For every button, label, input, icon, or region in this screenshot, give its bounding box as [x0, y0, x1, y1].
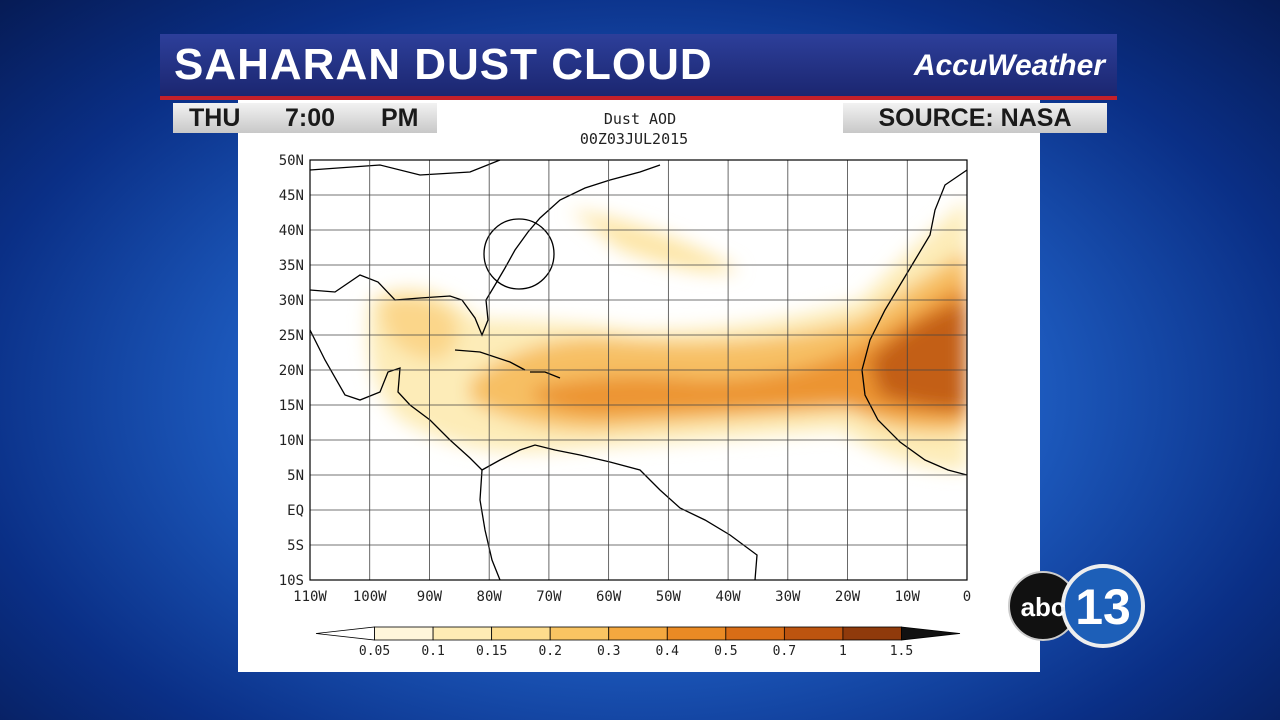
- colorbar-segment: [842, 626, 902, 641]
- lon-label: 60W: [596, 589, 622, 605]
- colorbar-label: 0.5: [714, 644, 737, 659]
- lon-label: 0: [963, 589, 971, 605]
- colorbar-label: 0.7: [773, 644, 796, 659]
- lat-label: 50N: [279, 153, 304, 169]
- lon-label: 30W: [775, 589, 801, 605]
- colorbar-label: 0.3: [597, 644, 620, 659]
- lat-label: 10S: [279, 573, 304, 589]
- colorbar-segment: [608, 626, 668, 641]
- map-timestamp: 00Z03JUL2015: [580, 130, 688, 148]
- channel: 13: [1075, 579, 1131, 635]
- network: abc: [1021, 592, 1066, 622]
- day: THU: [189, 104, 241, 132]
- lon-label: 80W: [477, 589, 503, 605]
- source: SOURCE: NASA: [878, 104, 1072, 132]
- colorbar-segment: [374, 626, 434, 641]
- lat-label: 5N: [287, 468, 304, 484]
- lat-label: EQ: [287, 503, 304, 519]
- colorbar-segment: [432, 626, 493, 641]
- brand: AccuWeather: [913, 49, 1105, 82]
- colorbar-segment: [783, 626, 844, 641]
- lon-label: 10W: [895, 589, 921, 605]
- colorbar-label: 1.5: [890, 644, 913, 659]
- colorbar-segment: [666, 626, 727, 641]
- lon-label: 50W: [656, 589, 682, 605]
- lat-label: 20N: [279, 363, 304, 379]
- colorbar-segment: [491, 626, 551, 641]
- lat-label: 30N: [279, 293, 304, 309]
- time-box: THU 7:00 PM: [173, 103, 437, 133]
- banner-title: SAHARAN DUST CLOUD: [174, 40, 713, 89]
- lat-label: 10N: [279, 433, 304, 449]
- colorbar-label: 0.4: [656, 644, 680, 659]
- colorbar-end: [315, 626, 375, 641]
- colorbar-label: 0.15: [476, 644, 507, 659]
- lat-label: 5S: [287, 538, 304, 554]
- map-frame: [309, 159, 968, 581]
- colorbar-label: 0.1: [421, 644, 444, 659]
- station-logo: abc 13: [1008, 564, 1145, 648]
- lon-label: 110W: [293, 589, 327, 605]
- colorbar: 0.05 0.1 0.15 0.2 0.3 0.4 0.5 0.7 1 1.5: [315, 626, 961, 659]
- meridiem: PM: [381, 104, 419, 132]
- lat-label: 25N: [279, 328, 304, 344]
- colorbar-segment: [549, 626, 610, 641]
- source-box: SOURCE: NASA: [843, 103, 1107, 133]
- coastlines: [310, 160, 967, 580]
- colorbar-label: 1: [839, 644, 847, 659]
- lat-label: 15N: [279, 398, 304, 414]
- lat-label: 45N: [279, 188, 304, 204]
- lon-label: 90W: [417, 589, 443, 605]
- lon-label: 100W: [353, 589, 387, 605]
- time: 7:00: [285, 104, 336, 132]
- colorbar-label: 0.2: [538, 644, 561, 659]
- lon-label: 40W: [715, 589, 741, 605]
- colorbar-label: 0.05: [359, 644, 390, 659]
- banner: SAHARAN DUST CLOUD AccuWeather: [160, 34, 1117, 100]
- lon-label: 70W: [536, 589, 562, 605]
- lat-label: 35N: [279, 258, 304, 274]
- map-title: Dust AOD: [604, 110, 676, 128]
- colorbar-segment: [725, 626, 785, 641]
- lat-label: 40N: [279, 223, 304, 239]
- colorbar-end: [901, 626, 961, 641]
- lon-label: 20W: [835, 589, 861, 605]
